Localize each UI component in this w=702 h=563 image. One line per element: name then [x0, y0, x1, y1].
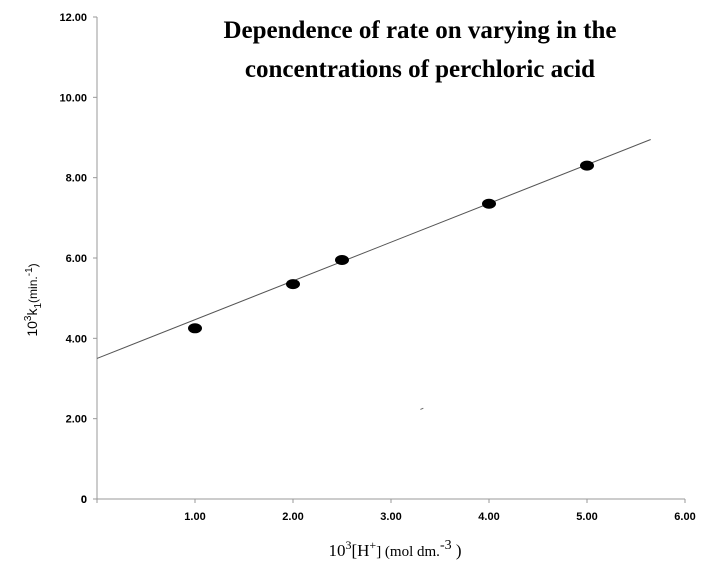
chart-title-line-2: concentrations of perchloric acid [245, 56, 595, 83]
y-tick-label: 12.00 [59, 12, 87, 24]
data-point [188, 323, 202, 334]
chart-titles: Dependence of rate on varying in the con… [23, 17, 617, 560]
y-tick-label: 2.00 [66, 414, 87, 426]
x-tick-label: 5.00 [576, 511, 597, 523]
data-points [188, 160, 594, 334]
x-tick-label: 1.00 [184, 511, 205, 523]
data-point [482, 198, 496, 209]
x-axis-label: 103[H+] (mol dm.-3 ) [328, 538, 461, 560]
trendline-group [96, 139, 651, 359]
x-tick-label: 3.00 [380, 511, 401, 523]
data-point [286, 279, 300, 290]
x-tick-label: 6.00 [674, 511, 695, 523]
y-tick-label: 0 [81, 494, 87, 506]
x-tick-label: 2.00 [282, 511, 303, 523]
y-tick-label: 10.00 [59, 92, 87, 104]
y-tick-label: 8.00 [66, 173, 87, 185]
stray-mark [420, 407, 424, 410]
y-tick-label: 6.00 [66, 253, 87, 265]
data-point [580, 160, 594, 171]
trendline [96, 139, 651, 359]
data-point [335, 255, 349, 266]
x-tick-label: 0 [81, 494, 87, 506]
y-tick-label: 4.00 [66, 333, 87, 345]
axes [93, 16, 686, 503]
chart-title-line-1: Dependence of rate on varying in the [223, 17, 616, 44]
x-tick-label: 4.00 [478, 511, 499, 523]
y-axis-label: 103k1(min.-1) [23, 263, 44, 336]
